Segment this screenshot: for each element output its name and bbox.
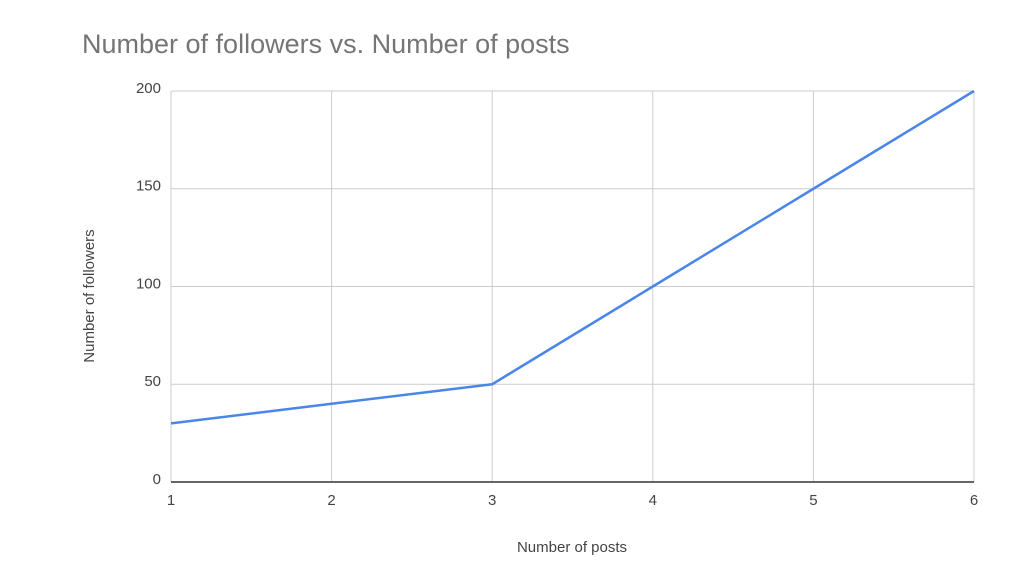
x-tick-label: 1 xyxy=(167,492,175,509)
x-tick-label: 6 xyxy=(970,492,978,509)
y-tick-label: 100 xyxy=(136,275,161,292)
chart-title: Number of followers vs. Number of posts xyxy=(82,29,570,59)
y-tick-label: 150 xyxy=(136,178,161,195)
x-tick-label: 3 xyxy=(488,492,496,509)
x-axis-title: Number of posts xyxy=(517,539,627,556)
x-tick-label: 2 xyxy=(327,492,335,509)
y-tick-label: 0 xyxy=(153,471,161,488)
y-tick-label: 50 xyxy=(144,373,161,390)
x-tick-label: 5 xyxy=(809,492,817,509)
x-tick-label: 4 xyxy=(649,492,657,509)
y-axis-title: Number of followers xyxy=(81,229,98,362)
y-tick-label: 200 xyxy=(136,80,161,97)
line xyxy=(170,89,975,425)
